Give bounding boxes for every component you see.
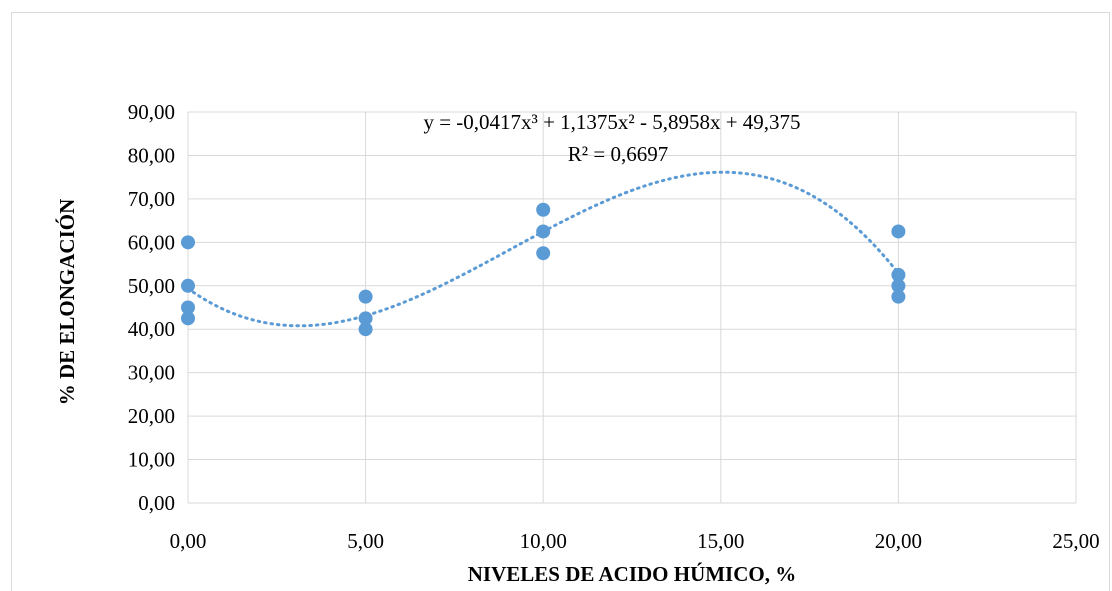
y-tick-label-3: 30,00 — [128, 361, 175, 385]
data-point-0-12 — [891, 278, 906, 293]
y-tick-labels: 0,00 10,00 20,00 30,00 40,00 50,00 60,00 70,00 8… — [128, 100, 175, 515]
r-squared-label: R² = 0,6697 — [568, 142, 668, 166]
x-tick-label-2: 10,00 — [520, 529, 567, 553]
y-axis-title: % DE ELONGACIÓN — [55, 199, 79, 406]
y-tick-label-9: 90,00 — [128, 100, 175, 124]
data-point-0-10 — [891, 224, 906, 239]
x-tick-label-5: 25,00 — [1052, 529, 1099, 553]
data-point-0-2 — [181, 300, 195, 315]
y-tick-label-2: 20,00 — [128, 404, 175, 428]
data-point-0-5 — [358, 311, 373, 326]
x-tick-labels: 0,00 5,00 10,00 15,00 20,00 25,00 — [170, 529, 1100, 553]
data-point-0-11 — [891, 267, 906, 282]
chart-frame — [11, 12, 1110, 591]
y-tick-label-4: 40,00 — [128, 317, 175, 341]
data-point-0-1 — [181, 278, 195, 293]
data-point-0-9 — [536, 246, 551, 261]
grid-lines — [187, 111, 1077, 504]
y-tick-label-1: 10,00 — [128, 448, 175, 472]
x-tick-label-4: 20,00 — [875, 529, 922, 553]
x-tick-label-1: 5,00 — [347, 529, 384, 553]
y-tick-label-5: 50,00 — [128, 274, 175, 298]
y-tick-label-7: 70,00 — [128, 187, 175, 211]
data-point-0-13 — [891, 289, 906, 304]
data-point-0-8 — [536, 224, 551, 239]
y-tick-label-6: 60,00 — [128, 230, 175, 254]
x-axis-title: NIVELES DE ACIDO HÚMICO, % — [468, 562, 796, 586]
data-point-0-6 — [358, 322, 373, 337]
y-tick-label-8: 80,00 — [128, 143, 175, 167]
x-tick-label-0: 0,00 — [170, 529, 207, 553]
trendline-equation: y = -0,0417x³ + 1,1375x² - 5,8958x + 49,… — [423, 110, 800, 134]
data-point-0-0 — [181, 235, 195, 250]
y-tick-label-0: 0,00 — [138, 491, 175, 515]
data-point-0-4 — [358, 289, 373, 304]
data-point-0-7 — [536, 202, 551, 217]
x-tick-label-3: 15,00 — [697, 529, 744, 553]
data-points — [181, 202, 906, 337]
data-point-0-3 — [181, 311, 195, 326]
